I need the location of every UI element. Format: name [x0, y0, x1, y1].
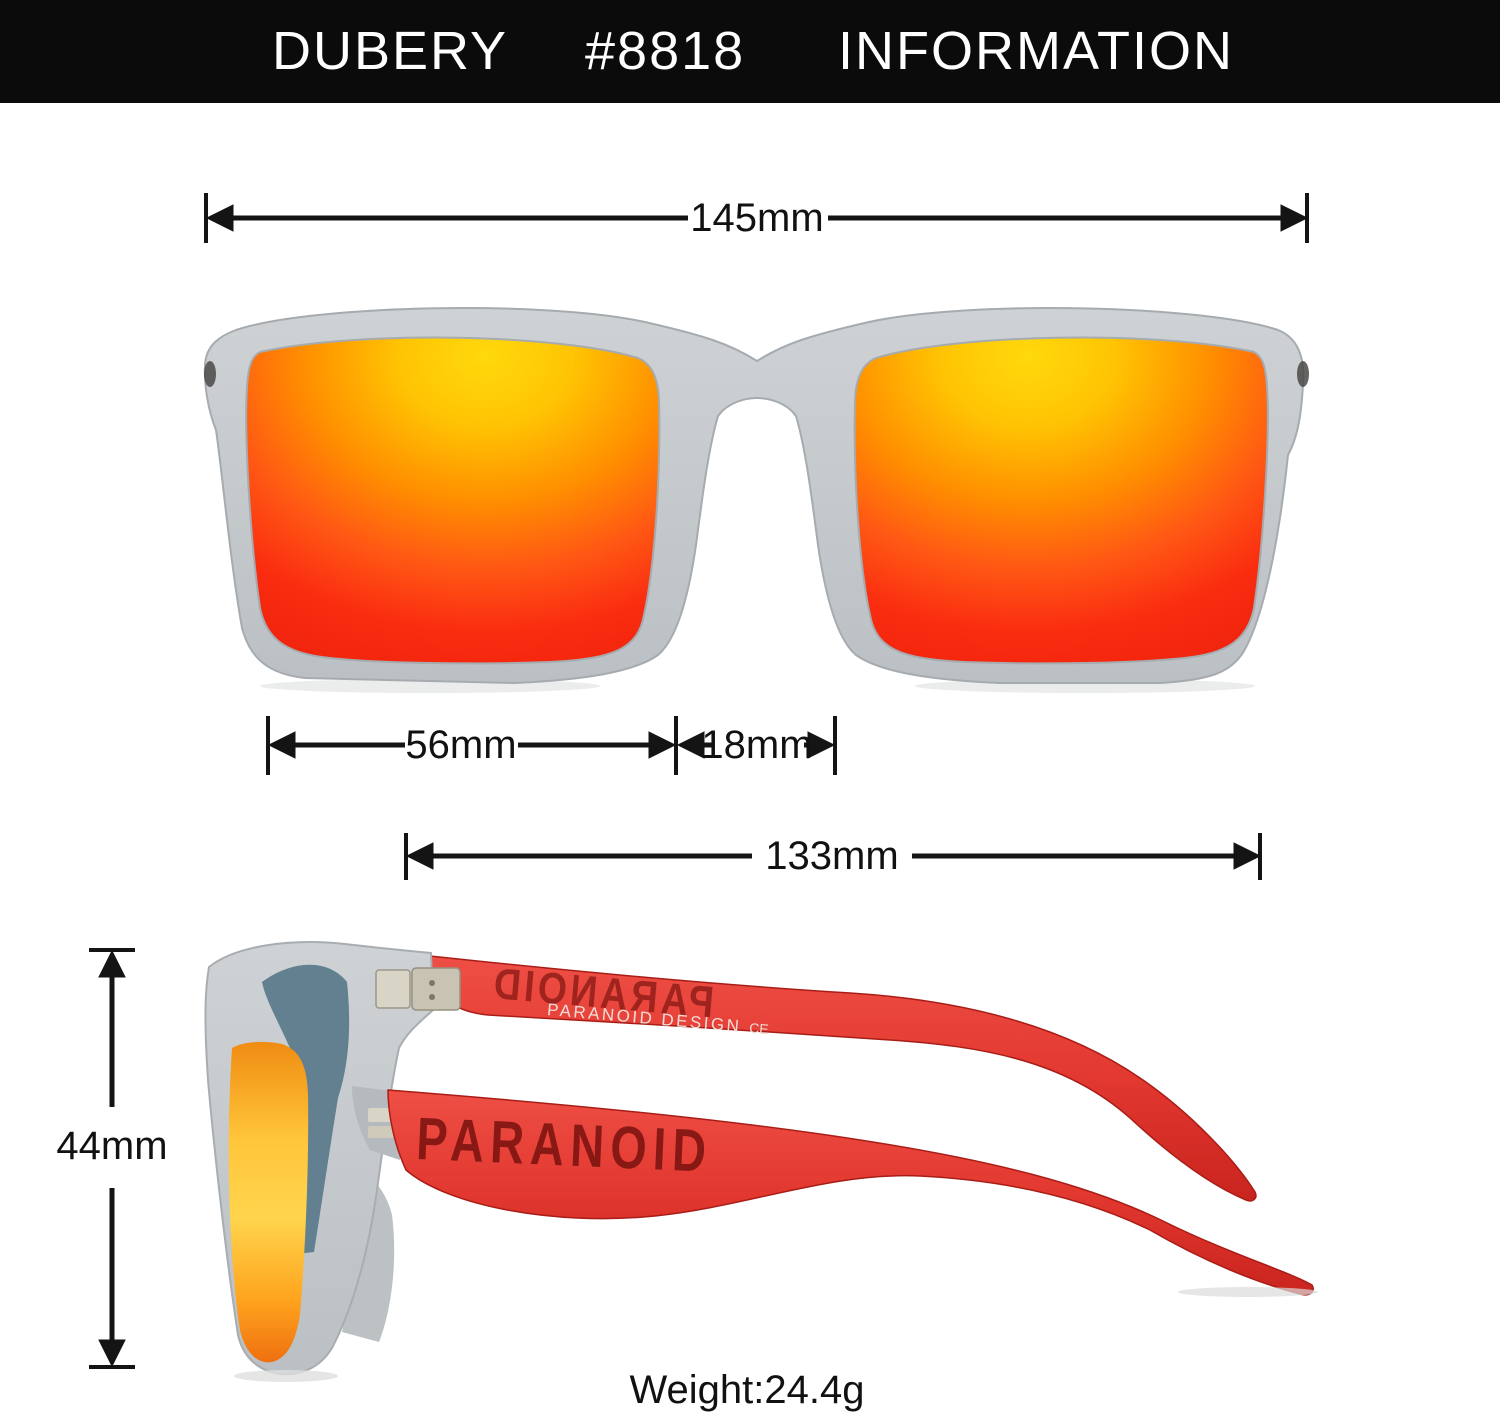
frame-width-label: 145mm — [690, 196, 824, 240]
bridge-width-label: 18mm — [701, 723, 813, 767]
far-temple-arm — [428, 955, 1257, 1202]
arrow-right-icon — [1280, 204, 1309, 232]
arrow-right-icon — [1233, 842, 1262, 870]
temple-length-label: 133mm — [765, 834, 899, 878]
header-title: INFORMATION — [838, 21, 1234, 81]
arrow-left-icon — [405, 842, 434, 870]
side-front-lens — [228, 1041, 309, 1363]
front-left-lens — [246, 337, 660, 664]
front-view — [203, 307, 1309, 693]
header-brand: DUBERY — [272, 21, 509, 81]
side-view — [204, 941, 1318, 1382]
weight-label: Weight:24.4g — [629, 1368, 865, 1412]
ce-mark: CE — [748, 1019, 770, 1038]
temple-tip-shadow — [1178, 1287, 1318, 1297]
front-right-lens — [854, 337, 1268, 664]
arrow-left-icon — [267, 731, 296, 759]
frame-bottom-shadow — [234, 1370, 338, 1382]
hinge-metal — [375, 967, 461, 1011]
lens-width-label: 56mm — [405, 723, 517, 767]
header-bar — [0, 0, 1500, 103]
arrow-up-icon — [98, 949, 126, 978]
dim-temple-length — [404, 833, 1262, 880]
near-temple-arm — [387, 1089, 1314, 1296]
front-hinge-pin-left — [204, 361, 216, 387]
front-hinge-pin-right — [1297, 361, 1309, 387]
lens-height-label: 44mm — [56, 1124, 168, 1168]
arrow-left-icon — [205, 204, 234, 232]
dim-frame-width — [204, 193, 1309, 243]
dim-lens-height — [89, 948, 135, 1369]
dim-lens-width — [266, 716, 678, 775]
dim-bridge-width — [676, 716, 837, 775]
front-frame — [203, 307, 1305, 685]
temple-brand: PARANOID — [415, 1104, 714, 1185]
header-model-number: #8818 — [585, 21, 746, 81]
dimension-lines — [89, 193, 1309, 1369]
